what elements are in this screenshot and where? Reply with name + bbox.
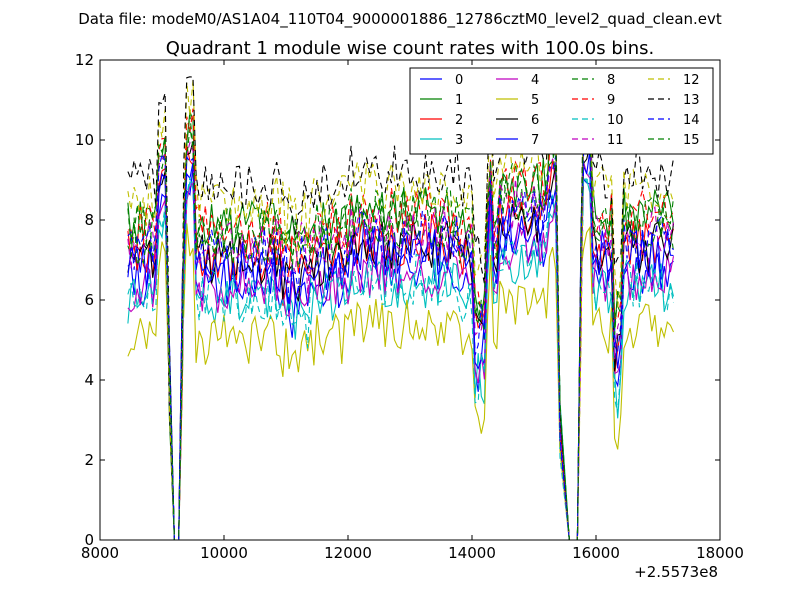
legend-label-13: 13 (683, 93, 700, 108)
legend-label-10: 10 (607, 113, 624, 128)
y-tick-label: 8 (84, 211, 94, 229)
series-layer (127, 76, 675, 540)
y-tick-label: 4 (84, 371, 94, 389)
legend-label-6: 6 (531, 113, 539, 128)
legend-label-8: 8 (607, 73, 615, 88)
legend-label-7: 7 (531, 133, 539, 148)
legend-label-4: 4 (531, 73, 539, 88)
y-tick-label: 0 (84, 531, 94, 549)
legend-label-12: 12 (683, 73, 700, 88)
x-tick-label: 16000 (572, 544, 620, 562)
legend-label-14: 14 (683, 113, 700, 128)
chart-suptitle: Data file: modeM0/AS1A04_110T04_90000018… (78, 10, 722, 29)
legend-label-11: 11 (607, 133, 624, 148)
x-tick-label: 10000 (200, 544, 248, 562)
x-tick-label: 18000 (696, 544, 744, 562)
y-tick-label: 10 (75, 131, 94, 149)
x-offset-label: +2.5573e8 (634, 563, 718, 581)
series-line-5 (127, 223, 675, 540)
legend-label-1: 1 (455, 93, 463, 108)
y-tick-label: 12 (75, 51, 94, 69)
legend-label-3: 3 (455, 133, 463, 148)
y-tick-label: 6 (84, 291, 94, 309)
legend-label-5: 5 (531, 93, 539, 108)
chart-title: Quadrant 1 module wise count rates with … (166, 38, 655, 59)
legend-label-9: 9 (607, 93, 615, 108)
series-line-10 (127, 171, 675, 540)
series-line-7 (127, 150, 674, 540)
x-tick-label: 14000 (448, 544, 496, 562)
x-tick-label: 12000 (324, 544, 372, 562)
legend-box (409, 67, 714, 155)
legend-label-2: 2 (455, 113, 463, 128)
legend-label-15: 15 (683, 133, 700, 148)
series-line-9 (127, 105, 674, 540)
legend-label-0: 0 (455, 73, 463, 88)
series-line-15 (127, 107, 675, 540)
x-tick-label: 8000 (81, 544, 119, 562)
y-tick-label: 2 (84, 451, 94, 469)
